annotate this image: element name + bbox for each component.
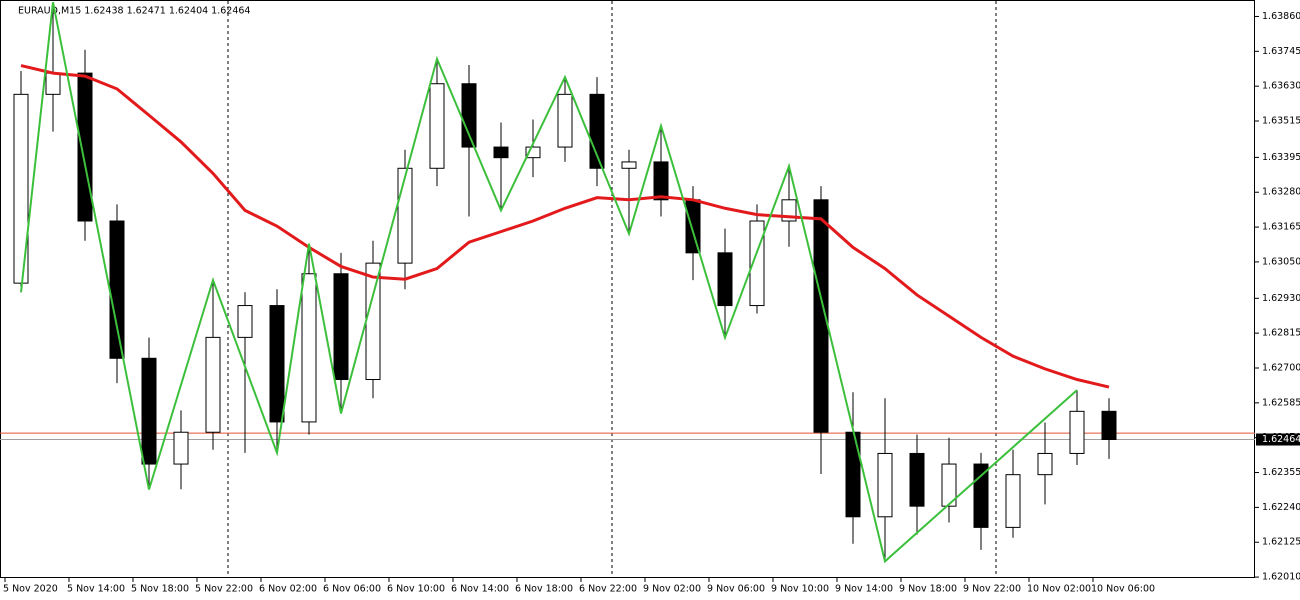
x-tick-label: 9 Nov 02:00 (643, 584, 701, 595)
y-tick-label: 1.62010 (1262, 572, 1300, 583)
x-tick-label: 6 Nov 18:00 (515, 584, 573, 595)
y-tick-label: 1.62930 (1262, 293, 1300, 304)
y-tick-label: 1.62355 (1262, 467, 1300, 478)
y-tick-label: 1.63630 (1262, 81, 1300, 92)
y-tick-label: 1.62815 (1262, 328, 1300, 339)
candle-body (845, 431, 861, 518)
x-tick-label: 9 Nov 06:00 (707, 584, 765, 595)
candle-body (525, 146, 541, 159)
x-tick-label: 5 Nov 22:00 (195, 584, 253, 595)
bid-label-box (1256, 433, 1300, 446)
bid-label: 1.62464 (1262, 434, 1300, 445)
candle-body (237, 305, 253, 338)
candle-body (1037, 452, 1053, 476)
candle-body (717, 252, 733, 307)
x-tick-label: 5 Nov 14:00 (67, 584, 125, 595)
candle-body (173, 431, 189, 465)
candle-body (461, 83, 477, 148)
x-tick-label: 9 Nov 18:00 (899, 584, 957, 595)
y-tick-label: 1.63860 (1262, 11, 1300, 22)
x-tick-label: 6 Nov 22:00 (579, 584, 637, 595)
x-tick-label: 6 Nov 14:00 (451, 584, 509, 595)
plot-frame (0, 0, 1255, 578)
candle-body (877, 452, 893, 518)
moving-average (20, 64, 1110, 389)
candle-body (653, 161, 669, 201)
chart-title: EURAUD,M15 1.62438 1.62471 1.62404 1.624… (18, 6, 250, 17)
candle-body (1005, 474, 1021, 528)
y-tick-label: 1.63745 (1262, 46, 1300, 57)
candle-body (813, 199, 829, 433)
candle-body (397, 167, 413, 264)
candle-body (941, 463, 957, 507)
candle-body (301, 273, 317, 423)
x-tick-label: 10 Nov 06:00 (1091, 584, 1155, 595)
y-tick-label: 1.62585 (1262, 397, 1300, 408)
x-tick-label: 5 Nov 2020 (3, 584, 58, 595)
x-tick-label: 6 Nov 02:00 (259, 584, 317, 595)
x-tick-label: 5 Nov 18:00 (131, 584, 189, 595)
x-tick-label: 9 Nov 14:00 (835, 584, 893, 595)
x-tick-label: 9 Nov 10:00 (771, 584, 829, 595)
zigzag (20, 2, 1078, 564)
x-tick-label: 6 Nov 06:00 (323, 584, 381, 595)
candle-body (589, 93, 605, 169)
x-tick-label: 6 Nov 10:00 (387, 584, 445, 595)
x-tick-label: 9 Nov 22:00 (963, 584, 1021, 595)
candle-body (1069, 410, 1085, 454)
y-tick-label: 1.62700 (1262, 362, 1300, 373)
candle-body (77, 72, 93, 222)
candle-body (909, 452, 925, 507)
x-tick-label: 10 Nov 02:00 (1027, 584, 1091, 595)
candle-body (493, 146, 509, 159)
y-tick-label: 1.62240 (1262, 502, 1300, 513)
y-tick-label: 1.63165 (1262, 222, 1300, 233)
candle-body (1101, 410, 1117, 441)
candle-body (429, 83, 445, 169)
candle-body (621, 161, 637, 169)
y-tick-label: 1.63515 (1262, 116, 1300, 127)
candle-body (333, 273, 349, 381)
candle-body (557, 93, 573, 148)
y-tick-label: 1.63280 (1262, 187, 1300, 198)
candle-body (205, 336, 221, 433)
candle-body (109, 220, 125, 359)
y-tick-label: 1.63050 (1262, 256, 1300, 267)
candle-body (141, 357, 157, 465)
candle-body (973, 463, 989, 528)
candle-body (45, 72, 61, 95)
y-tick-label: 1.63395 (1262, 152, 1300, 163)
candle-body (269, 305, 285, 423)
y-tick-label: 1.62125 (1262, 537, 1300, 548)
